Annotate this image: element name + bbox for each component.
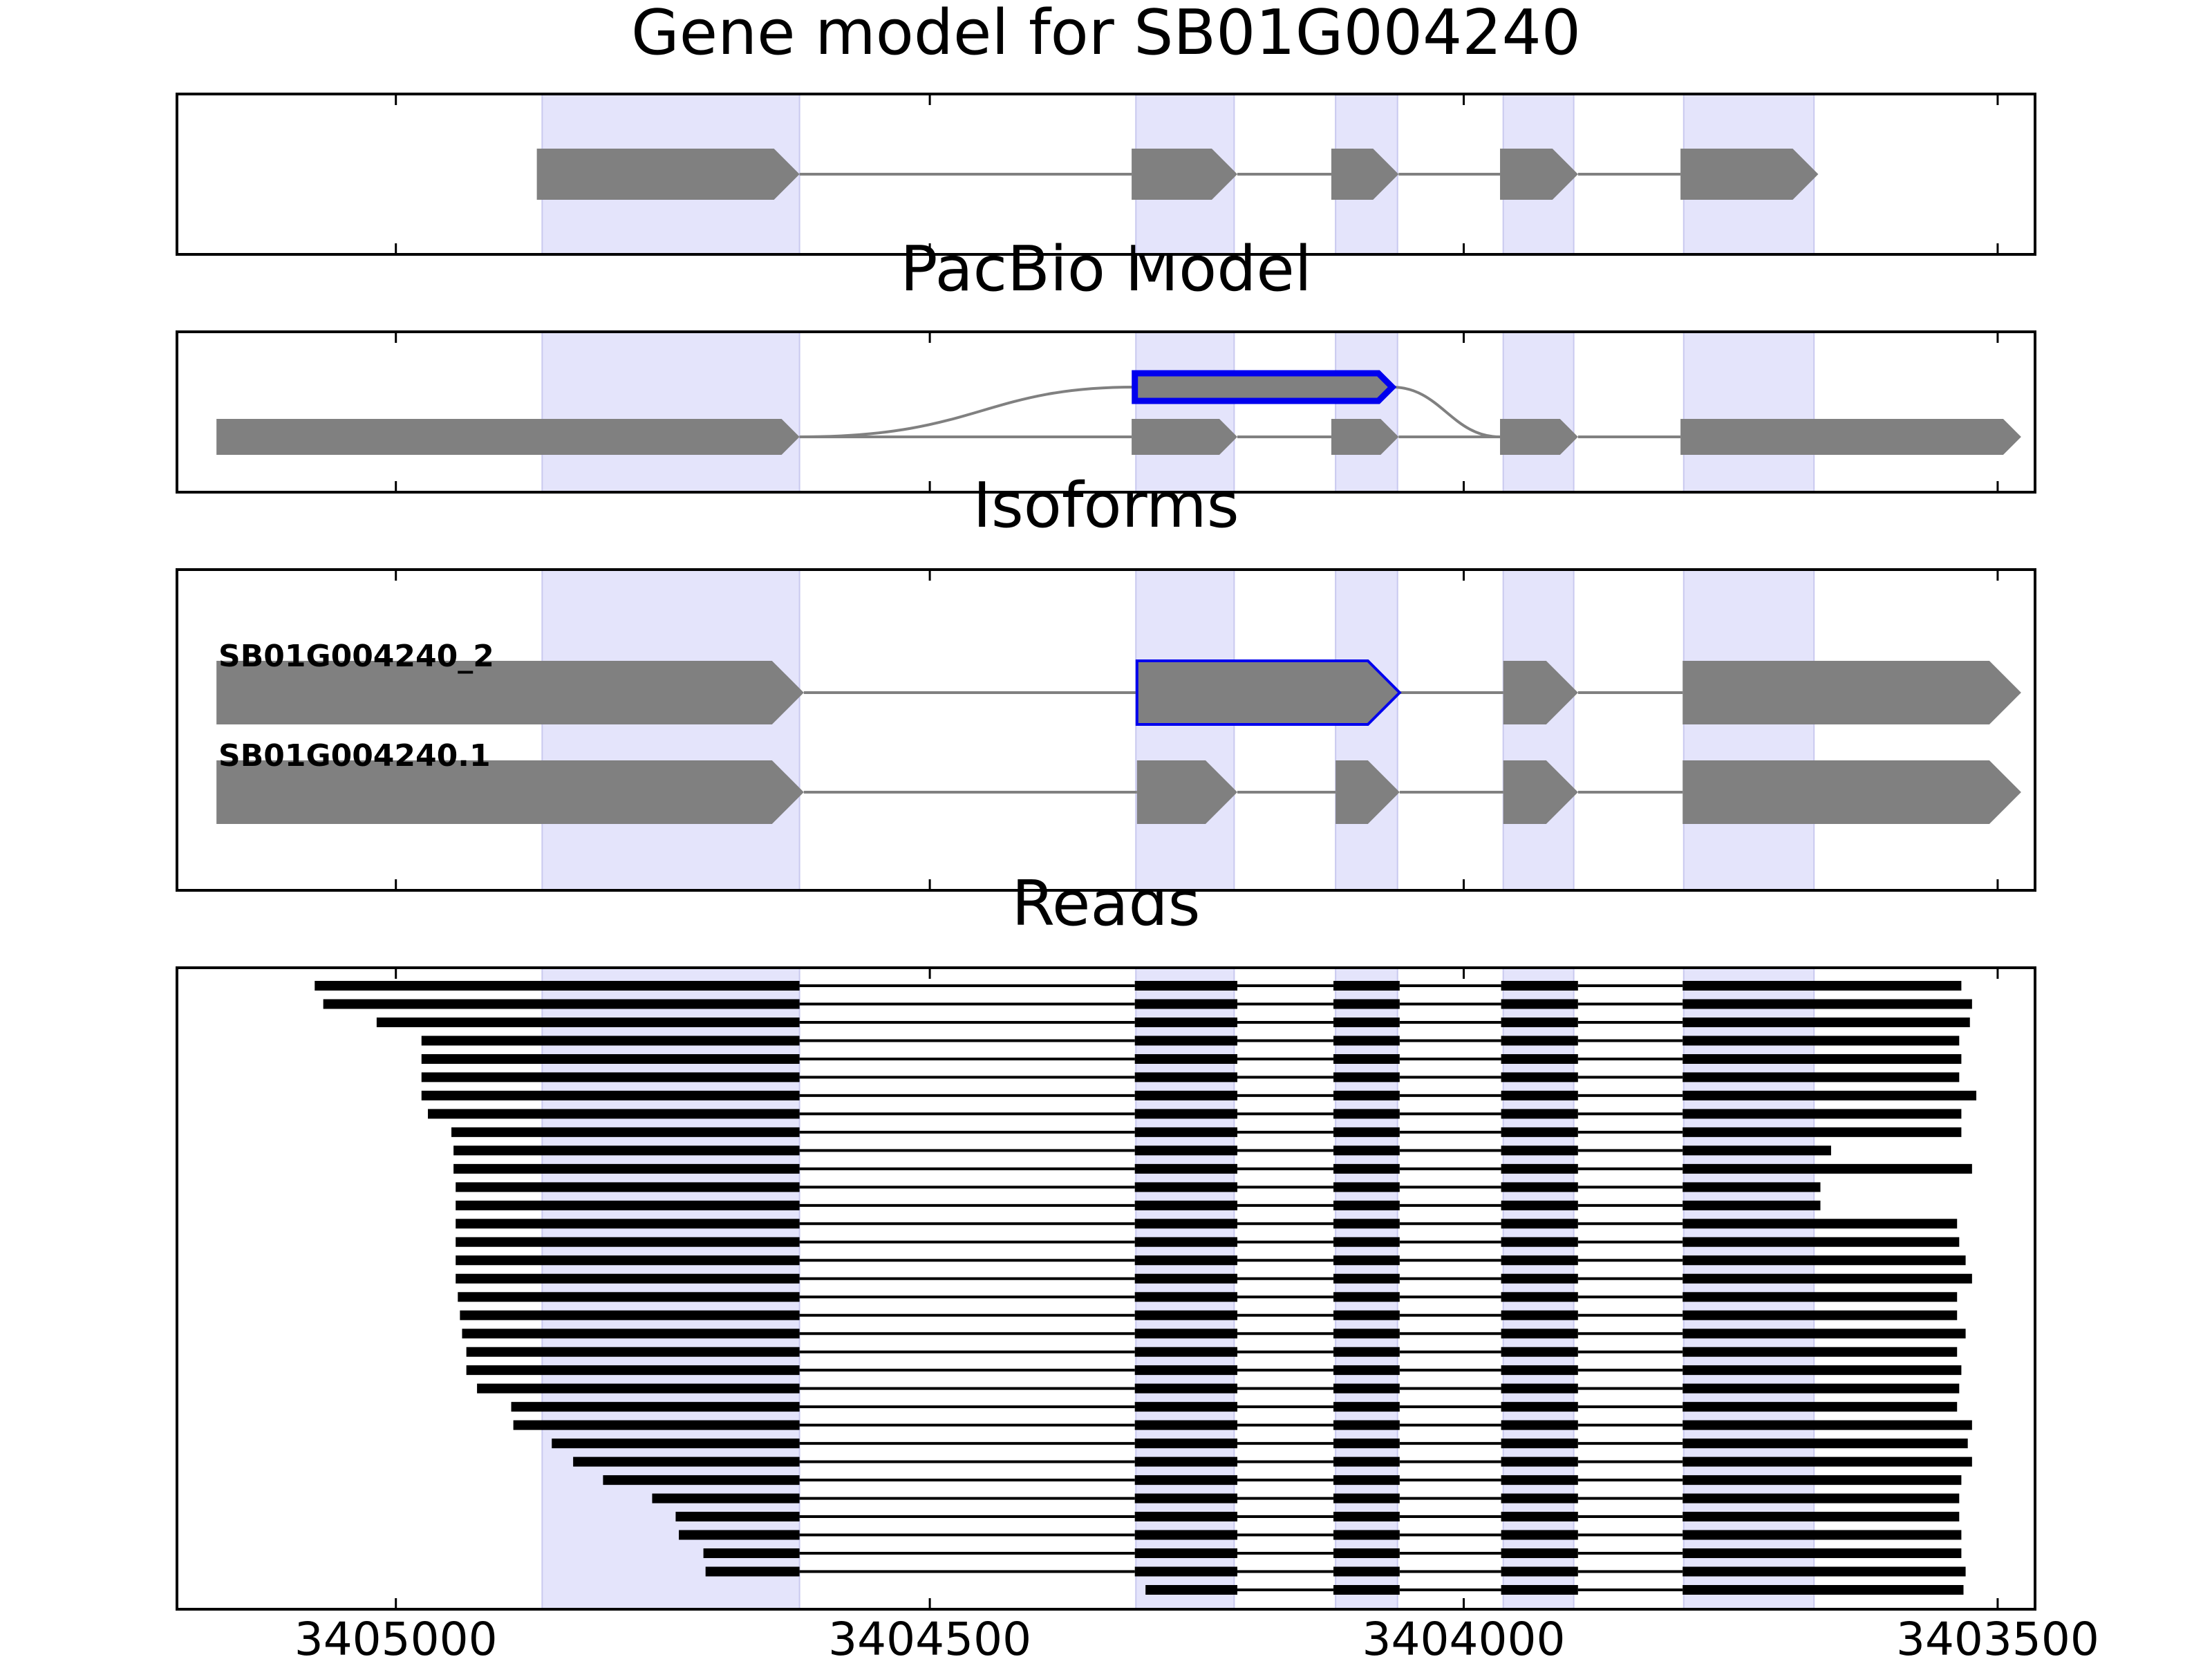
- pacbio-model-selected-exon: [1132, 370, 1397, 404]
- pacbio-model-exon: [1132, 419, 1238, 455]
- isoform-exon: [216, 760, 804, 824]
- isoform-selected-exon: [1135, 659, 1402, 726]
- pacbio-model-frame: [176, 330, 2036, 494]
- isoform-exon: [1503, 661, 1578, 724]
- pacbio-model-alt-intron-curve: [1392, 386, 1501, 438]
- pacbio-model-title: PacBio Model: [900, 233, 1312, 306]
- pacbio-model-exon: [1500, 419, 1578, 455]
- x-tick-label: 3404000: [1362, 1613, 1566, 1659]
- isoform-exon: [1503, 760, 1578, 824]
- gene-model-exon: [1500, 149, 1578, 200]
- isoform-label: SB01G004240_2: [218, 639, 494, 674]
- pacbio-model-highlight-band: [1135, 331, 1235, 493]
- pacbio-model-highlight-band: [541, 331, 800, 493]
- isoform-label: SB01G004240.1: [218, 738, 491, 774]
- gene-model-panel: [176, 93, 2036, 256]
- isoform-exon: [216, 661, 804, 724]
- gene-model-exon: [1680, 149, 1819, 200]
- pacbio-model-highlight-band: [1502, 331, 1575, 493]
- x-tick-label: 3403500: [1896, 1613, 2099, 1659]
- gene-model-title: Gene model for SB01G004240: [631, 0, 1581, 69]
- isoforms-panel: SB01G004240_2 SB01G004240.1: [176, 568, 2036, 892]
- isoforms-highlight-band: [1135, 569, 1235, 891]
- isoforms-highlight-band: [1335, 569, 1398, 891]
- reads-frame: [176, 966, 2036, 1611]
- pacbio-model-exon: [216, 419, 800, 455]
- pacbio-model-highlight-band: [1683, 331, 1815, 493]
- isoform-exon: [1335, 760, 1400, 824]
- isoforms-highlight-band: [1683, 569, 1815, 891]
- pacbio-model-panel: [176, 330, 2036, 494]
- isoforms-highlight-band: [1502, 569, 1575, 891]
- pacbio-model-exon: [1680, 419, 2021, 455]
- pacbio-model-exon: [1331, 419, 1399, 455]
- isoforms-highlight-band: [541, 569, 800, 891]
- isoforms-frame: [176, 568, 2036, 892]
- gene-model-exon: [1132, 149, 1238, 200]
- pacbio-model-highlight-band: [1335, 331, 1398, 493]
- gene-model-exon: [536, 149, 800, 200]
- x-tick-label: 3405000: [294, 1613, 498, 1659]
- isoform-exon: [1683, 760, 2021, 824]
- gene-model-frame: [176, 93, 2036, 256]
- isoform-exon: [1683, 661, 2021, 724]
- x-axis-tick-labels: 3405000 3404500 3404000 3403500: [294, 1613, 2099, 1659]
- x-tick-label: 3404500: [828, 1613, 1031, 1659]
- reads-panel: [176, 966, 2036, 1611]
- gene-model-exon: [1331, 149, 1399, 200]
- isoform-exon: [1136, 760, 1238, 824]
- pacbio-model-alt-intron-curve: [799, 386, 1135, 438]
